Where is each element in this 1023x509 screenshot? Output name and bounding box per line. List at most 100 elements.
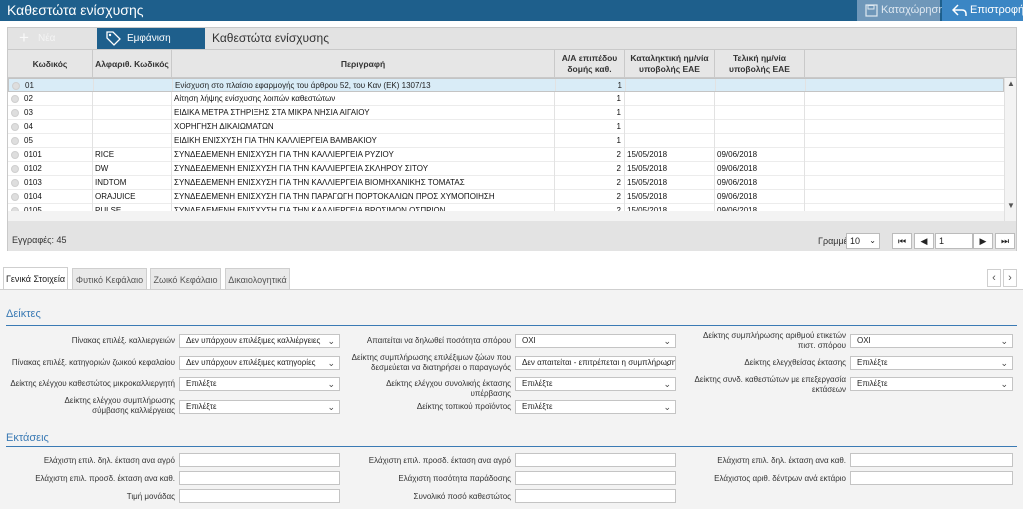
select-field[interactable]: Επιλέξτε ⌄ [179,377,340,391]
select-value: Δεν υπάρχουν επιλέξιμες κατηγορίες [186,358,316,367]
select-field[interactable]: ΟΧΙ ⌄ [850,334,1013,348]
select-field[interactable]: Δεν υπάρχουν επιλέξιμες καλλιέργειες ⌄ [179,334,340,348]
select-value: ΟΧΙ [522,336,536,345]
show-filters-button[interactable]: Εμφάνιση φίλτρων [97,28,205,65]
select-value: Επιλέξτε [857,379,888,388]
next-page-button[interactable]: ▶ [973,233,993,249]
tag-icon [106,31,121,46]
save-button[interactable]: Καταχώρηση [857,0,944,21]
row-select-icon[interactable] [11,123,19,131]
cell-deadline [625,120,715,134]
row-select-icon[interactable] [12,82,20,90]
select-field[interactable]: Επιλέξτε ⌄ [179,400,340,414]
cell-desc: ΕΙΔΙΚΑ ΜΕΤΡΑ ΣΤΗΡΙΞΗΣ ΣΤΑ ΜΙΚΡΑ ΝΗΣΙΑ ΑΙ… [172,106,555,120]
cell-level: 2 [555,176,625,190]
table-row[interactable]: 02 Αίτηση λήψης ενίσχυσης λοιπών καθεστώτ… [8,92,1004,106]
row-select-icon[interactable] [11,109,19,117]
cell-deadline: 15/05/2018 [625,190,715,204]
col-header-alpha-code[interactable]: Αλφαριθ. Κωδικός [93,50,172,78]
title-bar: Καθεστώτα ενίσχυσης Καταχώρηση Επιστροφή [0,0,1023,21]
row-select-icon[interactable] [11,193,19,201]
table-row[interactable]: 04 ΧΟΡΗΓΗΣΗ ΔΙΚΑΙΩΜΑΤΩΝ 1 [8,120,1004,134]
field-label: Τιμή μονάδας [126,492,175,501]
select-field[interactable]: Επιλέξτε ⌄ [850,356,1013,370]
select-field[interactable]: Δεν απαιτείται - επιτρέπεται η συμπλήρωσ… [515,356,676,370]
tab-general[interactable]: Γενικά Στοιχεία [3,267,68,290]
vertical-scrollbar[interactable]: ▲ ▼ [1004,78,1016,221]
chevron-down-icon: ⌄ [869,236,876,245]
row-select-icon[interactable] [11,95,19,103]
grid-body: 01 Ενίσχυση στο πλαίσιο εφαρμογής του άρθ… [8,78,1016,221]
section-indicators-title: Δείκτες [6,308,41,320]
cell-deadline [626,79,716,91]
cell-alpha: INDTOM [93,176,172,190]
tab-documents[interactable]: Δικαιολογητικά [225,268,290,290]
rows-per-page-select[interactable]: 10 ⌄ [846,233,880,249]
save-icon [865,4,878,17]
table-row[interactable]: 0104 ORAJUICE ΣΥΝΔΕΔΕΜΕΝΗ ΕΝΙΣΧΥΣΗ ΓΙΑ ΤΗΝ… [8,190,1004,204]
field-label: Δείκτης συνδ. καθεστώτων με επεξεργασία … [694,375,846,394]
area-input[interactable] [850,453,1013,467]
cell-alpha: DW [93,162,172,176]
prev-page-button[interactable]: ◀ [914,233,934,249]
select-field[interactable]: ΟΧΙ ⌄ [515,334,676,348]
first-page-button[interactable]: ⏮ [892,233,912,249]
grid-toolbar: + Νέα εγγραφή Εμφάνιση φίλτρων Καθεστώτα… [8,28,1016,65]
area-input[interactable] [179,489,340,503]
back-button[interactable]: Επιστροφή [942,0,1023,21]
table-row[interactable]: 01 Ενίσχυση στο πλαίσιο εφαρμογής του άρθ… [8,78,1004,92]
cell-code: 0102 [8,162,93,176]
cell-alpha [93,120,172,134]
cell-deadline: 15/05/2018 [625,176,715,190]
tab-scroll-left-icon[interactable]: ‹ [987,269,1001,287]
cell-final: 09/06/2018 [715,190,805,204]
chevron-down-icon: ⌄ [663,402,671,412]
area-input[interactable] [179,471,340,485]
field-label: Ελάχιστος αριθ. δέντρων ανά εκτάριο [714,474,846,483]
new-record-button[interactable]: + Νέα εγγραφή [10,29,96,63]
select-field[interactable]: Επιλέξτε ⌄ [850,377,1013,391]
col-header-code[interactable]: Κωδικός [8,50,93,78]
cell-code: 04 [8,120,93,134]
select-value: Επιλέξτε [857,358,888,367]
grid-title: Καθεστώτα ενίσχυσης [212,31,329,45]
row-select-icon[interactable] [11,179,19,187]
chevron-down-icon: ⌄ [327,379,335,389]
table-row[interactable]: 0102 DW ΣΥΝΔΕΔΕΜΕΝΗ ΕΝΙΣΧΥΣΗ ΓΙΑ ΤΗΝ ΚΑΛΛΙ… [8,162,1004,176]
field-label: Ελάχιστη επιλ. προσδ. έκταση ανα αγρό [368,456,511,465]
area-input[interactable] [515,453,676,467]
horizontal-scrollbar[interactable] [8,211,1004,221]
area-input[interactable] [515,489,676,503]
back-arrow-icon [952,4,967,16]
area-input[interactable] [179,453,340,467]
area-input[interactable] [515,471,676,485]
col-header-level[interactable]: Α/Α επιπέδου δομής καθ. [555,50,625,78]
col-header-deadline[interactable]: Καταληκτική ημ/νία υποβολής ΕΑΕ [625,50,715,78]
table-row[interactable]: 0101 RICE ΣΥΝΔΕΔΕΜΕΝΗ ΕΝΙΣΧΥΣΗ ΓΙΑ ΤΗΝ ΚΑΛ… [8,148,1004,162]
select-field[interactable]: Δεν υπάρχουν επιλέξιμες κατηγορίες ⌄ [179,356,340,370]
last-page-button[interactable]: ⏭ [995,233,1015,249]
select-field[interactable]: Επιλέξτε ⌄ [515,400,676,414]
tab-livestock[interactable]: Ζωικό Κεφάλαιο [150,268,221,290]
cell-level: 1 [556,79,626,91]
table-row[interactable]: 03 ΕΙΔΙΚΑ ΜΕΤΡΑ ΣΤΗΡΙΞΗΣ ΣΤΑ ΜΙΚΡΑ ΝΗΣΙΑ … [8,106,1004,120]
tab-crop-capital[interactable]: Φυτικό Κεφάλαιο [72,268,147,290]
scroll-down-icon[interactable]: ▼ [1007,201,1015,210]
cell-level: 1 [555,120,625,134]
row-select-icon[interactable] [11,165,19,173]
col-header-final-date[interactable]: Τελική ημ/νία υποβολής ΕΑΕ [715,50,805,78]
select-field[interactable]: Επιλέξτε ⌄ [515,377,676,391]
field-label: Πίνακας επιλέξ. καλλιεργειών [71,336,175,345]
table-row[interactable]: 0103 INDTOM ΣΥΝΔΕΔΕΜΕΝΗ ΕΝΙΣΧΥΣΗ ΓΙΑ ΤΗΝ Κ… [8,176,1004,190]
scroll-up-icon[interactable]: ▲ [1007,79,1015,88]
field-label: Ελάχιστη επιλ. δηλ. έκταση ανα αγρό [43,456,175,465]
cell-level: 2 [555,162,625,176]
page-number-input[interactable]: 1 [935,233,973,249]
area-input[interactable] [850,471,1013,485]
row-select-icon[interactable] [11,151,19,159]
tab-divider [0,289,1023,290]
col-header-description[interactable]: Περιγραφή [172,50,555,78]
row-select-icon[interactable] [11,137,19,145]
tab-scroll-right-icon[interactable]: › [1003,269,1017,287]
table-row[interactable]: 05 ΕΙΔΙΚΗ ΕΝΙΣΧΥΣΗ ΓΙΑ ΤΗΝ ΚΑΛΛΙΕΡΓΕΙΑ ΒΑ… [8,134,1004,148]
